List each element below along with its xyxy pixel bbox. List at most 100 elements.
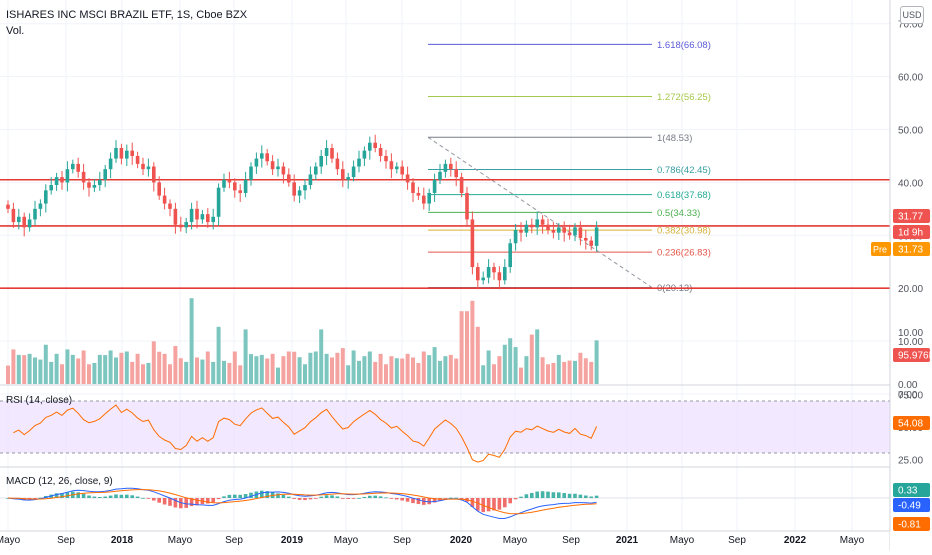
macd-histogram-bar — [567, 493, 572, 498]
volume-bar — [232, 351, 237, 384]
volume-bar — [346, 365, 351, 384]
volume-bar — [54, 353, 59, 384]
volume-bar — [146, 362, 151, 384]
signal-badge: -0.81 — [898, 520, 921, 531]
candle-body — [411, 182, 415, 193]
price-tick-label: 50.00 — [898, 126, 923, 137]
rsi-last-badge-bg — [893, 416, 930, 430]
volume-last-badge-bg — [893, 348, 930, 362]
volume-bar — [184, 361, 189, 384]
candle-body — [92, 185, 97, 188]
volume-bar — [249, 354, 253, 384]
macd-histogram-bar — [119, 494, 124, 498]
rsi-legend: RSI (14, close) — [6, 395, 72, 406]
volume-bar — [276, 367, 280, 384]
macd-histogram-bar — [98, 496, 102, 498]
rsi-last-badge: 54.08 — [898, 419, 923, 430]
macd-histogram-bar — [303, 498, 307, 501]
volume-bar — [76, 358, 81, 384]
candle-body — [211, 216, 215, 223]
volume-bar — [297, 357, 302, 384]
macd-histogram-bar — [378, 496, 383, 498]
volume-bar — [330, 357, 334, 384]
candle-body — [44, 190, 48, 204]
candle-body — [314, 166, 318, 175]
macd-histogram-bar — [427, 498, 431, 505]
macd-histogram-bar — [449, 497, 453, 499]
candle-body — [130, 150, 134, 156]
volume-bar — [324, 353, 329, 384]
macd-histogram-bar — [324, 495, 329, 498]
macd-histogram-bar — [249, 492, 253, 498]
macd-histogram-bar — [184, 498, 188, 508]
macd-histogram-bar — [125, 494, 129, 498]
fib-trendline — [427, 136, 653, 288]
volume-bar — [162, 353, 167, 384]
macd-histogram-bar — [341, 498, 345, 499]
candle-body — [65, 169, 70, 183]
candle-body — [557, 227, 561, 233]
volume-bar — [130, 361, 135, 384]
macd-histogram-bar — [405, 498, 410, 502]
volume-bar — [540, 357, 545, 384]
macd-histogram-bar — [562, 493, 566, 498]
macd-line — [7, 487, 597, 519]
candle-body — [162, 195, 167, 204]
volume-bar — [481, 365, 486, 384]
macd-histogram-bar — [594, 495, 599, 498]
volume-bar — [438, 360, 442, 384]
candle-body — [157, 182, 161, 196]
volume-bar — [173, 346, 178, 384]
price-pane[interactable]: 1.618(66.08) 1.272(56.25) 1(48.53) 0.786(42… — [0, 0, 890, 531]
volume-bar — [97, 354, 102, 384]
rsi-pane[interactable]: RSI (14, close) — [0, 395, 890, 463]
macd-histogram-bar — [92, 496, 97, 498]
candle-body — [33, 208, 37, 220]
macd-histogram-bar — [108, 495, 113, 498]
volume-bar — [535, 329, 540, 384]
volume-bar — [556, 354, 561, 384]
macd-histogram-bar — [189, 498, 194, 507]
premarket-price-badge-bg — [893, 242, 930, 256]
volume-bar — [286, 351, 291, 384]
last-price-badge: 31.77 — [898, 212, 923, 223]
volume-bar — [351, 350, 356, 384]
candle-body — [378, 148, 383, 156]
macd-histogram-bar — [260, 490, 264, 498]
macd-histogram-bar — [168, 498, 172, 506]
candle-body — [38, 203, 43, 209]
volume-bar — [189, 298, 194, 384]
macd-histogram-bar — [470, 498, 475, 507]
candle-body — [22, 216, 26, 228]
candle-body — [346, 177, 350, 180]
candle-body — [438, 171, 442, 180]
volume-bar — [448, 354, 453, 384]
macd-pane[interactable]: MACD (12, 26, close, 9) — [0, 476, 890, 519]
macd-histogram-bar — [416, 498, 421, 504]
currency-button[interactable]: USD — [900, 6, 924, 24]
candle-body — [179, 224, 183, 228]
volume-pane[interactable] — [6, 298, 599, 384]
macd-histogram-bar — [589, 496, 593, 498]
time-tick-label: Sep — [393, 535, 411, 546]
time-axis[interactable]: Mayo Sep 2018 Mayo Sep 2019 Mayo Sep 2020 Mayo Sep… — [0, 535, 865, 546]
volume-bar — [6, 365, 10, 384]
volume-bar — [254, 356, 259, 384]
macd-histogram-bar — [152, 498, 156, 501]
candle-body — [405, 174, 410, 183]
fib-level-label: 0.5(34.33) — [657, 208, 700, 219]
volume-bar — [265, 358, 270, 384]
volume-bar — [141, 364, 145, 384]
candle-body — [119, 148, 124, 159]
fib-level-label: 0.786(42.45) — [657, 165, 711, 176]
candle-body — [481, 277, 485, 281]
macd-histogram-bar — [38, 497, 43, 499]
volume-bar — [151, 341, 156, 384]
candle-body — [400, 166, 404, 175]
volume-bar — [308, 352, 313, 384]
candle-body — [297, 190, 302, 196]
candle-body — [562, 227, 566, 233]
candle-body — [49, 185, 53, 191]
